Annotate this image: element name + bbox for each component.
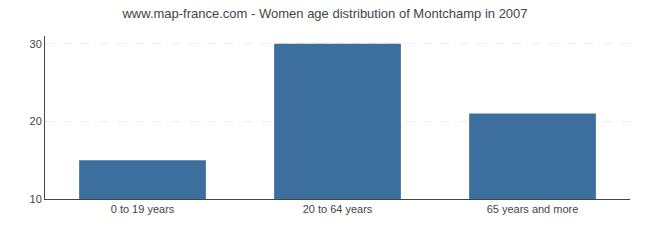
svg-text:10: 10 — [30, 193, 42, 205]
svg-text:0 to 19 years: 0 to 19 years — [111, 203, 175, 215]
svg-text:65 years and more: 65 years and more — [487, 203, 579, 215]
svg-text:30: 30 — [30, 38, 42, 50]
svg-text:20 to 64 years: 20 to 64 years — [303, 203, 373, 215]
svg-text:20: 20 — [30, 115, 42, 127]
svg-text:www.map-france.com - Women age: www.map-france.com - Women age distribut… — [121, 6, 527, 21]
